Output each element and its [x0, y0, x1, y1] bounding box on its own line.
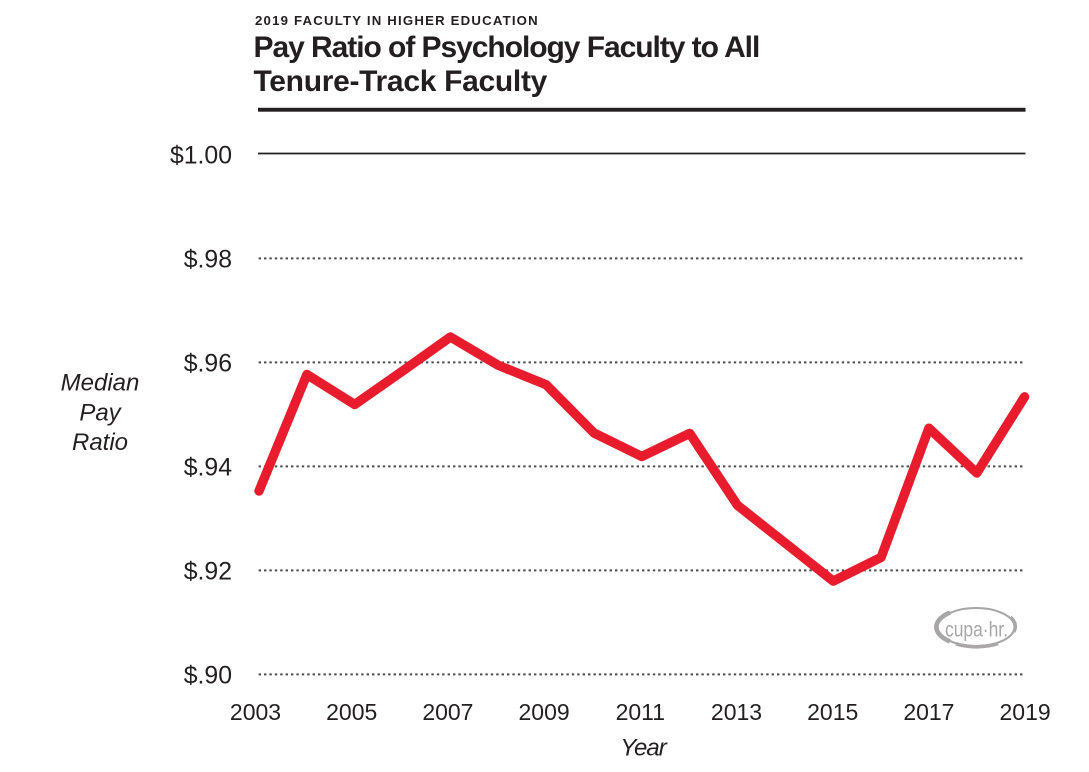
svg-text:2019 FACULTY IN HIGHER EDUCATI: 2019 FACULTY IN HIGHER EDUCATION	[255, 13, 539, 28]
svg-text:2013: 2013	[711, 699, 762, 725]
svg-text:$1.00: $1.00	[170, 142, 232, 169]
svg-text:2011: 2011	[616, 699, 665, 725]
svg-text:Pay Ratio of Psychology Facult: Pay Ratio of Psychology Faculty to All	[254, 31, 760, 64]
svg-text:$.92: $.92	[184, 558, 232, 585]
svg-text:2009: 2009	[519, 699, 570, 725]
svg-text:2003: 2003	[230, 699, 281, 725]
svg-text:2017: 2017	[903, 699, 954, 725]
svg-text:2015: 2015	[807, 699, 858, 725]
svg-text:2019: 2019	[1000, 699, 1051, 725]
svg-text:2007: 2007	[422, 699, 473, 725]
svg-text:$.98: $.98	[184, 246, 232, 273]
svg-text:Median: Median	[61, 370, 140, 397]
svg-text:2005: 2005	[326, 699, 377, 725]
svg-text:Tenure-Track Faculty: Tenure-Track Faculty	[254, 65, 548, 98]
svg-text:cupa·hr.: cupa·hr.	[945, 619, 1008, 642]
svg-text:$.96: $.96	[184, 350, 232, 377]
svg-text:$.94: $.94	[184, 454, 232, 481]
svg-text:Ratio: Ratio	[72, 429, 128, 456]
svg-text:$.90: $.90	[184, 662, 232, 689]
svg-text:Pay: Pay	[79, 400, 122, 427]
svg-text:Year: Year	[620, 735, 667, 762]
